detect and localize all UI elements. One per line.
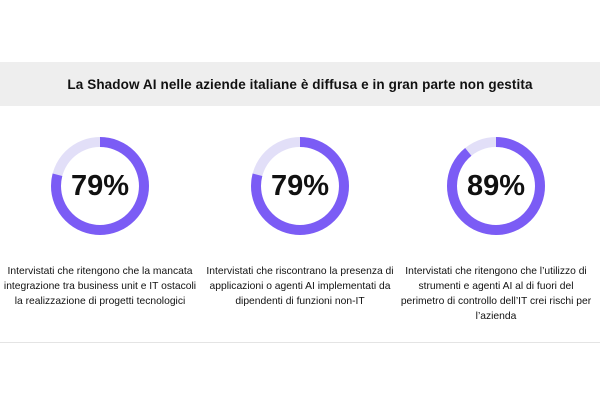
percent-label-2: 79%	[271, 170, 329, 202]
title-band: La Shadow AI nelle aziende italiane è di…	[0, 62, 600, 106]
stat-description-2: Intervistati che riscontrano la presenza…	[206, 266, 394, 307]
donut-chart-3: 89%	[447, 137, 545, 235]
donut-chart-2: 79%	[251, 137, 349, 235]
percent-label-3: 89%	[467, 170, 525, 202]
donut-chart-1: 79%	[51, 137, 149, 235]
stat-description-1: Intervistati che ritengono che la mancat…	[3, 266, 197, 307]
stat-card-1: 79% Intervistati che ritengono che la ma…	[2, 106, 198, 342]
stat-description-3: Intervistati che ritengono che l’utilizz…	[400, 266, 592, 322]
donut-arc-3	[447, 137, 545, 235]
donut-arc-1	[51, 137, 149, 235]
donut-arc-2	[251, 137, 349, 235]
stat-card-3: 89% Intervistati che ritengono che l’uti…	[398, 106, 594, 342]
chart-title: La Shadow AI nelle aziende italiane è di…	[67, 76, 533, 92]
stat-card-2: 79% Intervistati che riscontrano la pres…	[202, 106, 398, 342]
stats-panel: 79% Intervistati che ritengono che la ma…	[0, 106, 600, 342]
percent-label-1: 79%	[71, 170, 129, 202]
bottom-divider	[0, 342, 600, 343]
